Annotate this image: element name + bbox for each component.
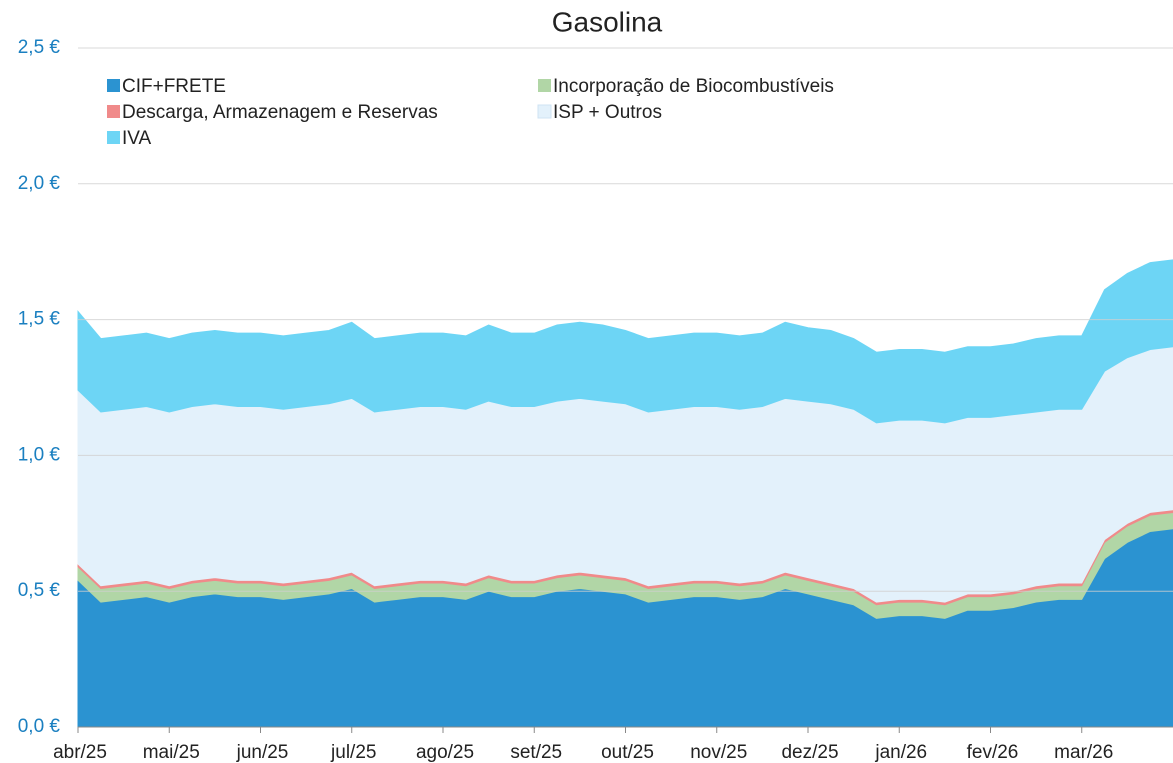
legend-label: Incorporação de Biocombustíveis — [553, 76, 834, 97]
legend-swatch — [538, 79, 551, 92]
x-tick-label: dez/25 — [781, 742, 838, 763]
chart-title: Gasolina — [552, 6, 663, 37]
x-tick-label: jun/25 — [236, 742, 289, 763]
x-tick-label: out/25 — [601, 742, 654, 763]
y-tick-label: 0,0 € — [18, 716, 61, 737]
y-tick-label: 1,0 € — [18, 444, 61, 465]
x-tick-label: mar/26 — [1054, 742, 1113, 763]
area — [77, 259, 1173, 424]
x-tick-label: ago/25 — [416, 742, 474, 763]
x-tick-label: fev/26 — [967, 742, 1019, 763]
x-tick-label: nov/25 — [690, 742, 747, 763]
legend-swatch — [107, 105, 120, 118]
y-tick-label: 0,5 € — [18, 580, 61, 601]
y-tick-label: 2,5 € — [18, 37, 61, 58]
legend-label: Descarga, Armazenagem e Reservas — [122, 102, 438, 123]
legend-swatch — [107, 131, 120, 144]
y-tick-label: 1,5 € — [18, 309, 61, 330]
x-tick-label: set/25 — [510, 742, 562, 763]
x-tick-label: jan/26 — [874, 742, 927, 763]
y-tick-label: 2,0 € — [18, 173, 61, 194]
legend-label: IVA — [122, 128, 152, 149]
x-tick-label: abr/25 — [53, 742, 107, 763]
x-tick-label: jul/25 — [330, 742, 376, 763]
x-tick-label: mai/25 — [143, 742, 200, 763]
legend-swatch — [537, 104, 552, 119]
legend-swatch — [107, 79, 120, 92]
legend-label: CIF+FRETE — [122, 76, 226, 97]
legend-label: ISP + Outros — [553, 102, 662, 123]
